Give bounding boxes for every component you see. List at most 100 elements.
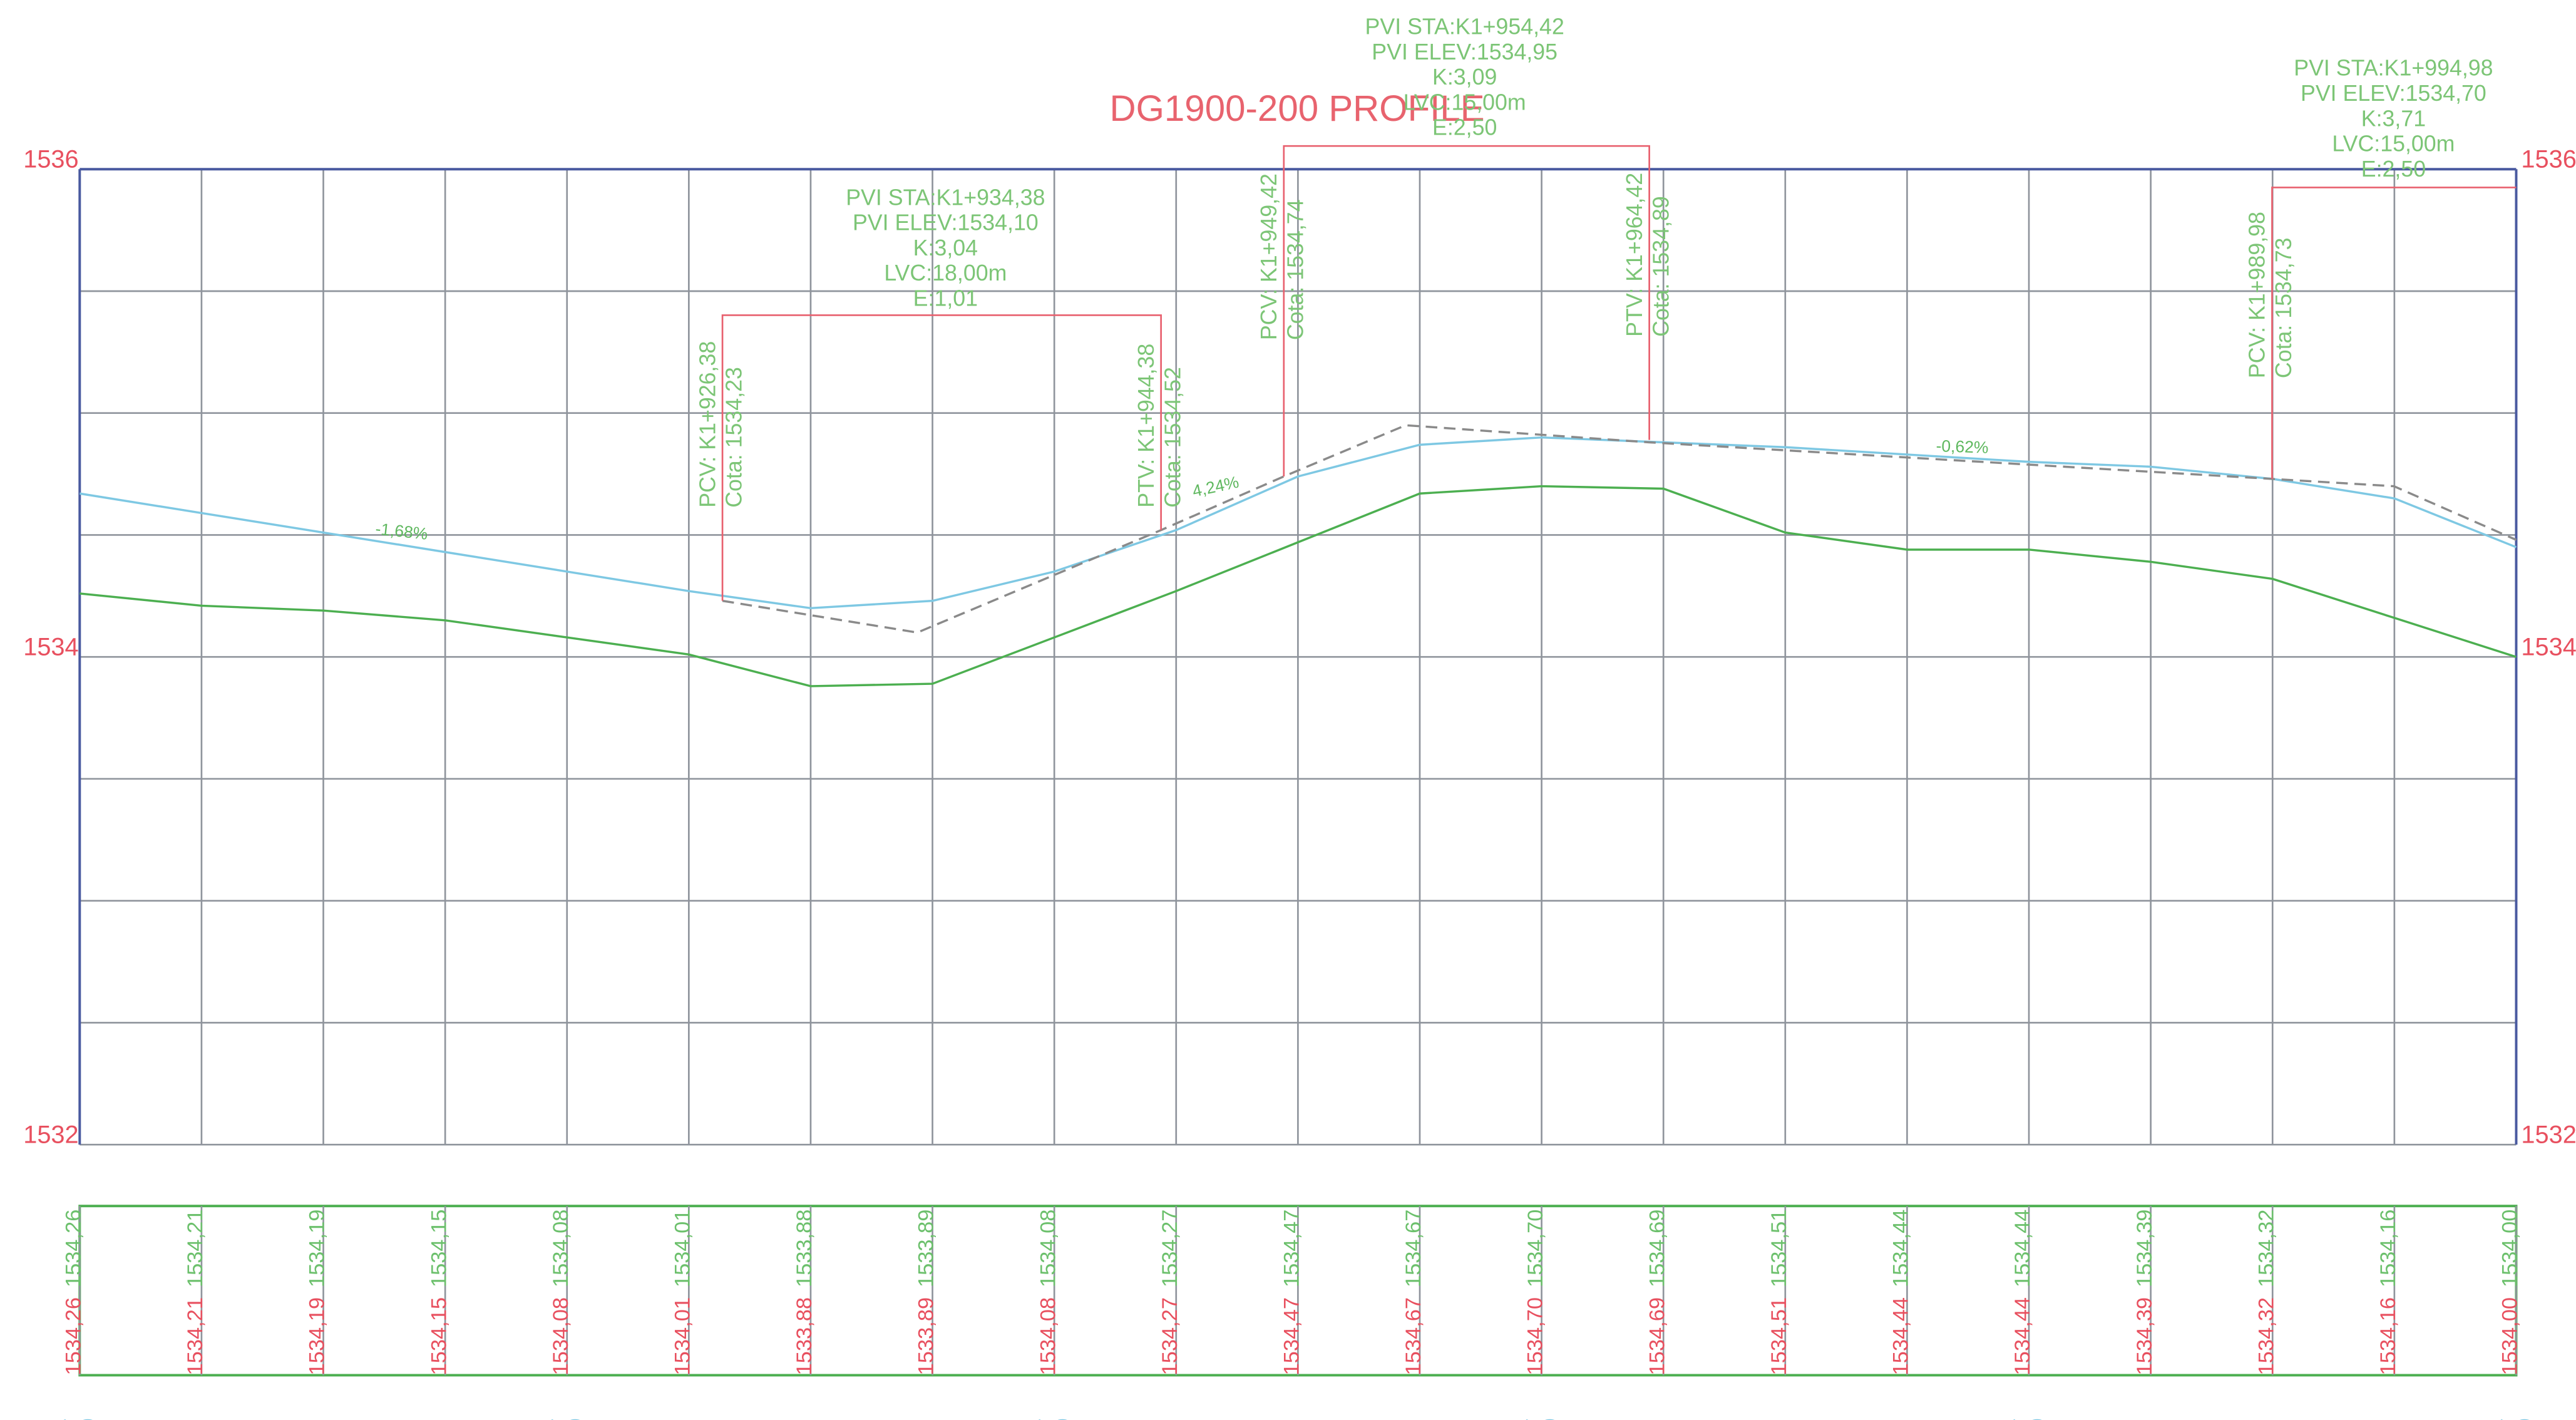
table-value: 1534,08 xyxy=(1036,1210,1060,1287)
grade-label: -0,62% xyxy=(1936,436,1989,457)
table-value: 1533,88 xyxy=(793,1297,816,1375)
pvi-label: E:1,01 xyxy=(913,286,978,311)
series-line xyxy=(80,436,2517,610)
table-value: 1534,32 xyxy=(2254,1297,2278,1375)
pvi-label: PVI STA:K1+954,42 xyxy=(1365,14,1564,39)
ptv-label: Cota: 1534,52 xyxy=(1160,367,1185,508)
table-value: 1533,89 xyxy=(915,1297,938,1375)
pcv-label: PCV: K1+949,42 xyxy=(1256,173,1281,340)
table-value: 1533,89 xyxy=(915,1210,938,1287)
table-value: 1534,16 xyxy=(2376,1297,2400,1375)
table-value: 1534,39 xyxy=(2133,1210,2157,1287)
y-tick-label: 1532 xyxy=(23,1121,78,1148)
table-value: 1534,27 xyxy=(1158,1297,1182,1375)
table-value: 1534,01 xyxy=(671,1210,695,1287)
table-value: 1534,26 xyxy=(61,1210,85,1287)
pvi-label: LVC:15,00m xyxy=(2332,131,2455,157)
x-tick-part: 980 xyxy=(2026,1418,2050,1420)
table-value: 1534,44 xyxy=(2011,1210,2035,1287)
pvi-label: LVC:15,00m xyxy=(1403,90,1526,115)
table-value: 1534,15 xyxy=(427,1210,451,1287)
table-value: 1534,44 xyxy=(1889,1297,1913,1375)
table-value: 1533,88 xyxy=(793,1210,816,1287)
table-value: 1534,08 xyxy=(1036,1297,1060,1375)
table-value: 1534,21 xyxy=(183,1210,207,1287)
pvi-label: E:2,50 xyxy=(2361,157,2426,182)
table-value: 1534,08 xyxy=(549,1297,573,1375)
pcv-label: Cota: 1534,74 xyxy=(1283,200,1308,341)
x-tick-part: 960 xyxy=(1539,1418,1563,1420)
series-line xyxy=(80,485,2517,687)
table-value: 1534,67 xyxy=(1402,1210,1425,1287)
x-tick-label: K2+000 xyxy=(2490,1418,2537,1420)
x-tick-label: K1+920 xyxy=(541,1418,588,1420)
table-value: 1534,70 xyxy=(1524,1210,1547,1287)
pvi-bracket xyxy=(1283,145,1650,476)
table-value: 1534,19 xyxy=(305,1297,329,1375)
y-tick-label: 1536 xyxy=(2521,146,2576,173)
pvi-label: LVC:18,00m xyxy=(884,260,1007,286)
x-tick-label: K1+980 xyxy=(2003,1418,2050,1420)
table-value: 1534,21 xyxy=(183,1297,207,1375)
pvi-label: K:3,04 xyxy=(913,235,978,260)
pvi-bracket xyxy=(2271,187,2517,479)
table-value: 1534,51 xyxy=(1767,1297,1791,1375)
table-value: 1534,70 xyxy=(1524,1297,1547,1375)
table-value: 1534,47 xyxy=(1280,1210,1304,1287)
ptv-label: PTV: K1+964,42 xyxy=(1622,173,1647,337)
pvi-bracket xyxy=(721,314,1162,601)
pvi-label: PVI ELEV:1534,70 xyxy=(2301,81,2486,106)
table-value: 1534,15 xyxy=(427,1297,451,1375)
table-value: 1534,01 xyxy=(671,1297,695,1375)
x-tick-part: K1+ xyxy=(1516,1418,1539,1420)
pcv-label: PCV: K1+989,98 xyxy=(2245,212,2270,378)
pcv-label: PCV: K1+926,38 xyxy=(695,341,720,508)
pvi-label: K:3,09 xyxy=(1432,64,1497,90)
table-value: 1534,51 xyxy=(1767,1210,1791,1287)
table-value: 1534,39 xyxy=(2133,1297,2157,1375)
y-tick-label: 1532 xyxy=(2521,1121,2576,1148)
y-tick-label: 1534 xyxy=(23,633,78,661)
table-value: 1534,47 xyxy=(1280,1297,1304,1375)
table-value: 1534,27 xyxy=(1158,1210,1182,1287)
y-tick-label: 1536 xyxy=(23,146,78,173)
series-line xyxy=(722,424,2517,634)
x-tick-part: 900 xyxy=(76,1418,100,1420)
x-tick-label: K1+960 xyxy=(1516,1418,1563,1420)
table-value: 1534,67 xyxy=(1402,1297,1425,1375)
pvi-label: PVI ELEV:1534,95 xyxy=(1372,39,1557,64)
table-value: 1534,08 xyxy=(549,1210,573,1287)
pvi-label: PVI ELEV:1534,10 xyxy=(853,210,1039,235)
ptv-label: PTV: K1+944,38 xyxy=(1134,344,1159,508)
table-value: 1534,44 xyxy=(1889,1210,1913,1287)
grade-label: -1,68% xyxy=(374,519,429,543)
table-value: 1534,32 xyxy=(2254,1210,2278,1287)
y-tick-label: 1534 xyxy=(2521,633,2576,661)
table-value: 1534,00 xyxy=(2498,1297,2522,1375)
x-tick-part: K1+ xyxy=(541,1418,565,1420)
table-value: 1534,19 xyxy=(305,1210,329,1287)
pcv-label: Cota: 1534,73 xyxy=(2271,237,2296,378)
pcv-label: Cota: 1534,23 xyxy=(722,367,747,508)
table-value: 1534,69 xyxy=(1645,1210,1669,1287)
table-value: 1534,69 xyxy=(1645,1297,1669,1375)
pvi-label: K:3,71 xyxy=(2361,106,2426,131)
grade-label: 4,24% xyxy=(1191,473,1241,501)
x-tick-label: K1+940 xyxy=(1028,1418,1075,1420)
chart-title: DG1900-200 PROFILE xyxy=(1110,88,1485,129)
x-tick-part: K1+ xyxy=(2003,1418,2026,1420)
ptv-label: Cota: 1534,89 xyxy=(1648,196,1673,337)
pvi-label: PVI STA:K1+994,98 xyxy=(2294,56,2493,81)
x-tick-label: K1+900 xyxy=(53,1418,100,1420)
x-tick-part: 940 xyxy=(1051,1418,1075,1420)
pvi-label: PVI STA:K1+934,38 xyxy=(846,185,1045,210)
table-value: 1534,00 xyxy=(2498,1210,2522,1287)
table-value: 1534,16 xyxy=(2376,1210,2400,1287)
pvi-label: E:2,50 xyxy=(1432,115,1497,140)
x-tick-part: K2+ xyxy=(2490,1418,2513,1420)
x-tick-part: K1+ xyxy=(1028,1418,1052,1420)
table-value: 1534,26 xyxy=(61,1297,85,1375)
x-tick-part: K1+ xyxy=(53,1418,77,1420)
